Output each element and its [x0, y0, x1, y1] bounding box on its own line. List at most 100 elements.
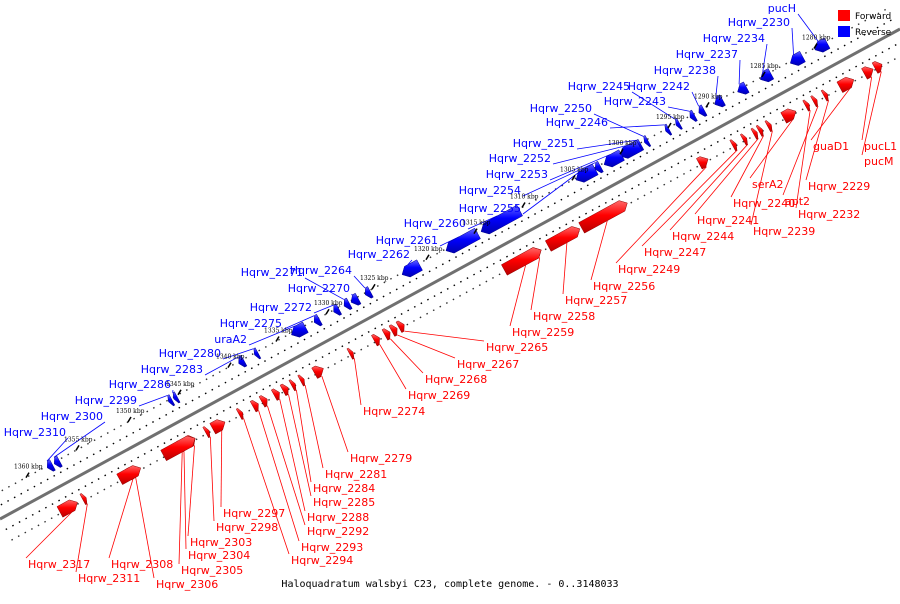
scale-tick-mark	[76, 445, 79, 450]
forward-gene-label: Hqrw_2249	[618, 263, 680, 276]
forward-gene-leader	[563, 243, 567, 294]
forward-gene-leader	[811, 89, 850, 140]
forward-gene-label: Hqrw_2258	[533, 310, 595, 323]
forward-gene-leader	[280, 399, 305, 511]
forward-gene-label: Hqrw_2311	[78, 572, 140, 585]
map-caption: Haloquadratum walsbyi C23, complete geno…	[281, 579, 618, 590]
reverse-gene-arrow	[665, 124, 672, 135]
reverse-gene-leader	[668, 107, 689, 111]
forward-gene-arrow	[579, 201, 628, 234]
forward-gene-label: Hqrw_2244	[672, 230, 734, 243]
forward-gene-leader	[305, 385, 323, 468]
reverse-gene-label: Hqrw_2283	[141, 363, 203, 376]
gene-labels: pucHHqrw_2230Hqrw_2234Hqrw_2237Hqrw_2238…	[4, 2, 897, 591]
reverse-gene-label: Hqrw_2255	[459, 202, 521, 215]
reverse-gene-label: Hqrw_2242	[628, 80, 690, 93]
forward-gene-label: Hqrw_2265	[486, 341, 548, 354]
scale-tick-label: 1320 kbp	[414, 246, 443, 253]
forward-gene-label: Hqrw_2294	[291, 554, 353, 567]
forward-gene-arrow	[280, 384, 288, 396]
forward-gene-leader	[862, 77, 872, 140]
reverse-gene-arrow	[344, 298, 352, 310]
forward-gene-arrow	[117, 466, 141, 485]
forward-gene-arrow	[57, 500, 78, 517]
forward-gene-label: Hqrw_2284	[313, 482, 375, 495]
track-dotted-line	[6, 40, 900, 530]
forward-gene-label: Hqrw_2303	[190, 536, 252, 549]
forward-gene-label: Hqrw_2229	[808, 180, 870, 193]
legend-reverse-swatch	[838, 26, 850, 37]
forward-gene-leader	[354, 358, 361, 405]
scale-tick-label: 1290 kbp	[694, 93, 723, 100]
forward-gene-label: Hqrw_2239	[753, 225, 815, 238]
scale-tick-label: 1280 kbp	[802, 35, 831, 42]
forward-gene-label: Hqrw_2285	[313, 496, 375, 509]
reverse-gene-arrow	[54, 456, 62, 468]
reverse-gene-arrow	[402, 260, 422, 277]
forward-gene-label: Hqrw_2247	[644, 246, 706, 259]
reverse-gene-label: Hqrw_2234	[703, 32, 765, 45]
legend-forward-label: Forward	[855, 12, 891, 22]
scale-tick-label: 1285 kbp	[750, 63, 779, 70]
forward-gene-label: Hqrw_2306	[156, 578, 218, 591]
scale-tick-mark	[128, 417, 131, 422]
reverse-gene-label: Hqrw_2300	[41, 410, 103, 423]
forward-gene-label: Hqrw_2293	[301, 541, 363, 554]
forward-gene-label: serA2	[752, 178, 784, 191]
scale-tick-label: 1295 kbp	[656, 114, 685, 121]
forward-gene-leader	[390, 339, 423, 373]
reverse-gene-label: Hqrw_2262	[348, 248, 410, 261]
forward-gene-label: Hqrw_2308	[111, 558, 173, 571]
forward-gene-leader	[404, 331, 484, 341]
reverse-gene-arrow	[351, 293, 361, 305]
reverse-gene-label: Hqrw_2252	[489, 152, 551, 165]
scale-tick-label: 1305 kbp	[560, 166, 589, 173]
forward-gene-leader	[221, 431, 222, 507]
scale-tick-mark	[326, 309, 329, 314]
scale-tick-mark	[228, 363, 231, 368]
forward-gene-leader	[531, 258, 540, 310]
forward-gene-label: Hqrw_2288	[307, 511, 369, 524]
forward-gene-arrow	[740, 134, 747, 145]
reverse-gene-label: Hqrw_2253	[486, 168, 548, 181]
reverse-gene-label: Hqrw_2270	[288, 282, 350, 295]
forward-gene-leader	[510, 265, 526, 326]
forward-gene-label: guaD1	[813, 140, 849, 153]
reverse-gene-label: uraA2	[214, 333, 247, 346]
forward-gene-label: pucL1	[864, 140, 897, 153]
scale-tick-mark	[668, 123, 671, 128]
forward-gene-arrow	[811, 96, 818, 107]
forward-gene-leader	[184, 451, 186, 549]
reverse-gene-label: Hqrw_2246	[546, 116, 608, 129]
reverse-gene-label: Hqrw_2251	[513, 137, 575, 150]
reverse-gene-label: Hqrw_2243	[604, 95, 666, 108]
forward-gene-label: Hqrw_2281	[325, 468, 387, 481]
forward-gene-label: Hqrw_2256	[593, 280, 655, 293]
forward-gene-leader	[322, 376, 348, 452]
scale-tick-label: 1335 kbp	[264, 327, 293, 334]
forward-gene-label: Hqrw_2298	[216, 521, 278, 534]
scale-tick-label: 1355 kbp	[64, 436, 93, 443]
forward-gene-label: Hqrw_2292	[307, 525, 369, 538]
forward-gene-arrow	[347, 348, 354, 359]
forward-gene-arrow	[765, 121, 772, 132]
forward-gene-leader	[591, 221, 607, 280]
reverse-gene-leader	[792, 28, 794, 55]
forward-gene-label: Hqrw_2267	[457, 358, 519, 371]
forward-gene-leader	[188, 445, 195, 536]
forward-gene-arrow	[821, 90, 828, 101]
reverse-gene-leader	[139, 396, 167, 406]
reverse-gene-label: Hqrw_2280	[159, 347, 221, 360]
forward-gene-arrow	[872, 61, 882, 73]
forward-gene-label: Hqrw_2279	[350, 452, 412, 465]
scale-tick-mark	[372, 284, 375, 289]
scale-tick-label: 1340 kbp	[216, 354, 245, 361]
forward-gene-leader	[26, 512, 72, 558]
forward-gene-label: Hqrw_2268	[425, 373, 487, 386]
scale-tick-mark	[426, 255, 429, 260]
reverse-gene-label: Hqrw_2271	[241, 266, 303, 279]
forward-gene-arrow	[501, 248, 541, 276]
forward-gene-label: Hqrw_2305	[181, 564, 243, 577]
forward-gene-label: Hqrw_2232	[798, 208, 860, 221]
reverse-gene-label: pucH	[768, 2, 796, 15]
